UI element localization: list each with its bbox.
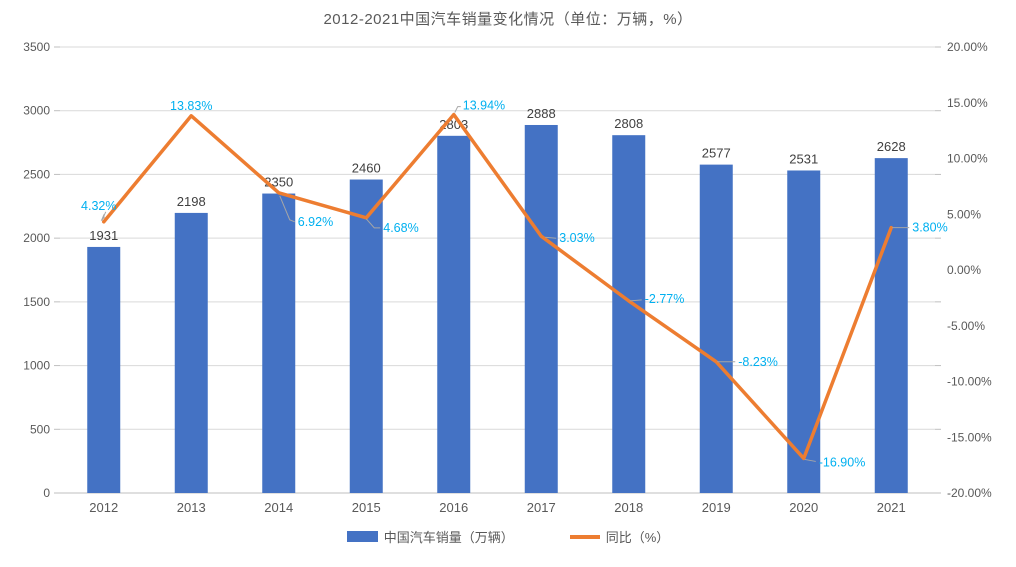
label-leader-line [545, 236, 557, 239]
bar-value-label: 2577 [702, 146, 731, 161]
yoy-data-label: 6.92% [298, 215, 333, 229]
label-leader-line [804, 458, 816, 462]
left-axis-label: 1500 [23, 295, 50, 309]
x-axis-label: 2012 [89, 500, 118, 515]
x-axis-label: 2016 [439, 500, 468, 515]
label-leader-line [279, 195, 295, 223]
right-axis-label: 0.00% [947, 263, 981, 277]
right-axis-label: -10.00% [947, 375, 992, 389]
bar-value-label: 2808 [614, 116, 643, 131]
left-axis-label: 1000 [23, 359, 50, 373]
right-axis-label: -15.00% [947, 430, 992, 444]
x-axis-label: 2014 [264, 500, 293, 515]
label-leader-line [629, 299, 642, 302]
left-axis-label: 3500 [23, 40, 50, 54]
label-leader-line [365, 218, 381, 229]
yoy-data-label: 13.94% [463, 99, 505, 113]
bar-2018 [612, 135, 646, 493]
left-axis-label: 0 [43, 486, 50, 500]
bar-2012 [87, 246, 121, 493]
bar-2016 [437, 135, 471, 493]
legend-item-yoy: 同比（%） [569, 527, 670, 546]
x-axis-label: 2015 [352, 500, 381, 515]
bar-value-label: 2531 [789, 151, 818, 166]
right-axis-label: -5.00% [947, 319, 985, 333]
right-axis-label: 20.00% [947, 40, 988, 54]
legend-item-sales: 中国汽车销量（万辆） [346, 527, 514, 546]
bar-value-label: 2888 [527, 106, 556, 121]
bar-2021 [874, 158, 908, 493]
right-axis-label: 15.00% [947, 96, 988, 110]
yoy-data-label: 3.80% [912, 221, 947, 235]
line-series-swatch [569, 534, 600, 539]
right-axis-label: 10.00% [947, 152, 988, 166]
x-axis-label: 2013 [177, 500, 206, 515]
bar-value-label: 2628 [877, 139, 906, 154]
yoy-data-label: -2.77% [645, 292, 685, 306]
bar-value-label: 1931 [89, 228, 118, 243]
x-axis-label: 2019 [702, 500, 731, 515]
left-axis-label: 2500 [23, 167, 50, 181]
yoy-data-label: 4.68% [383, 221, 418, 235]
legend-label-sales: 中国汽车销量（万辆） [383, 530, 514, 545]
bar-2013 [174, 212, 208, 494]
left-axis-label: 3000 [23, 104, 50, 118]
yoy-data-label: 3.03% [559, 231, 594, 245]
bar-2015 [349, 179, 383, 494]
left-axis-label: 2000 [23, 231, 50, 245]
chart-legend: 中国汽车销量（万辆） 同比（%） [0, 527, 1016, 546]
yoy-data-label: 4.32% [81, 199, 116, 213]
yoy-line [102, 112, 893, 461]
x-axis-label: 2020 [789, 500, 818, 515]
right-axis-label: -20.00% [947, 486, 992, 500]
right-axis-label: 5.00% [947, 207, 981, 221]
yoy-data-label: -16.90% [819, 455, 866, 469]
bar-2020 [787, 170, 821, 494]
x-axis-label: 2017 [527, 500, 556, 515]
yoy-data-label: 13.83% [170, 99, 212, 113]
label-leader-arrowhead [100, 213, 105, 221]
chart-title: 2012-2021中国汽车销量变化情况（单位：万辆，%） [323, 11, 693, 28]
bar-2017 [524, 124, 558, 494]
legend-label-yoy: 同比（%） [605, 530, 670, 545]
left-axis-label: 500 [30, 422, 50, 436]
bar-2019 [699, 164, 733, 493]
x-axis-label: 2018 [614, 500, 643, 515]
x-axis-label: 2021 [877, 500, 906, 515]
bar-2014 [262, 193, 296, 494]
yoy-data-label: -8.23% [738, 355, 778, 369]
bar-value-label: 2198 [177, 194, 206, 209]
label-leader-line [454, 106, 461, 113]
bar-value-label: 2460 [352, 161, 381, 176]
bar-series-swatch [346, 531, 378, 542]
